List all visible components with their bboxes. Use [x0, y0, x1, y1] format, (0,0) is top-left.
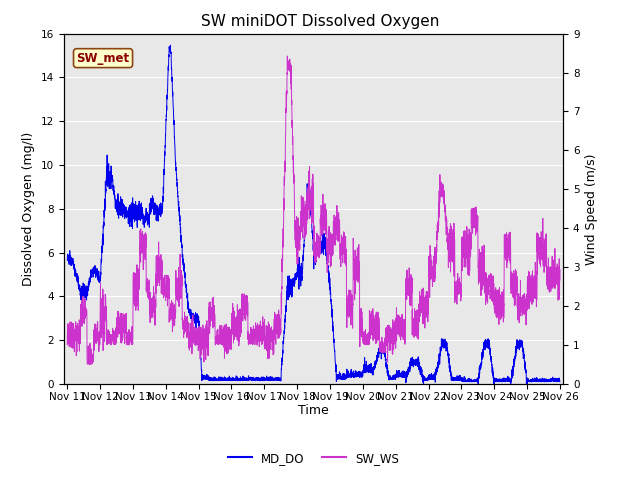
Line: MD_DO: MD_DO	[67, 45, 560, 384]
Y-axis label: Dissolved Oxygen (mg/l): Dissolved Oxygen (mg/l)	[22, 132, 35, 286]
SW_WS	[556, 277, 564, 283]
SW_WS	[556, 296, 563, 302]
MD_DO	[556, 378, 563, 384]
MD_DO	[452, 377, 460, 383]
MD_DO	[152, 206, 159, 212]
SW_WS	[424, 310, 431, 316]
Line: SW_WS: SW_WS	[67, 56, 560, 364]
MD_DO	[295, 270, 303, 276]
MD_DO	[63, 257, 71, 263]
Y-axis label: Wind Speed (m/s): Wind Speed (m/s)	[585, 153, 598, 264]
MD_DO	[424, 376, 431, 382]
SW_WS	[152, 296, 160, 302]
MD_DO	[420, 381, 428, 387]
MD_DO	[556, 379, 564, 384]
SW_WS	[86, 361, 93, 367]
X-axis label: Time: Time	[298, 405, 329, 418]
MD_DO	[166, 42, 174, 48]
Legend: MD_DO, SW_WS: MD_DO, SW_WS	[223, 447, 404, 469]
MD_DO	[397, 374, 404, 380]
SW_WS	[284, 53, 291, 59]
Text: SW_met: SW_met	[77, 52, 130, 65]
SW_WS	[63, 333, 71, 338]
SW_WS	[295, 246, 303, 252]
SW_WS	[397, 315, 404, 321]
SW_WS	[452, 287, 460, 293]
Text: SW miniDOT Dissolved Oxygen: SW miniDOT Dissolved Oxygen	[201, 14, 439, 29]
